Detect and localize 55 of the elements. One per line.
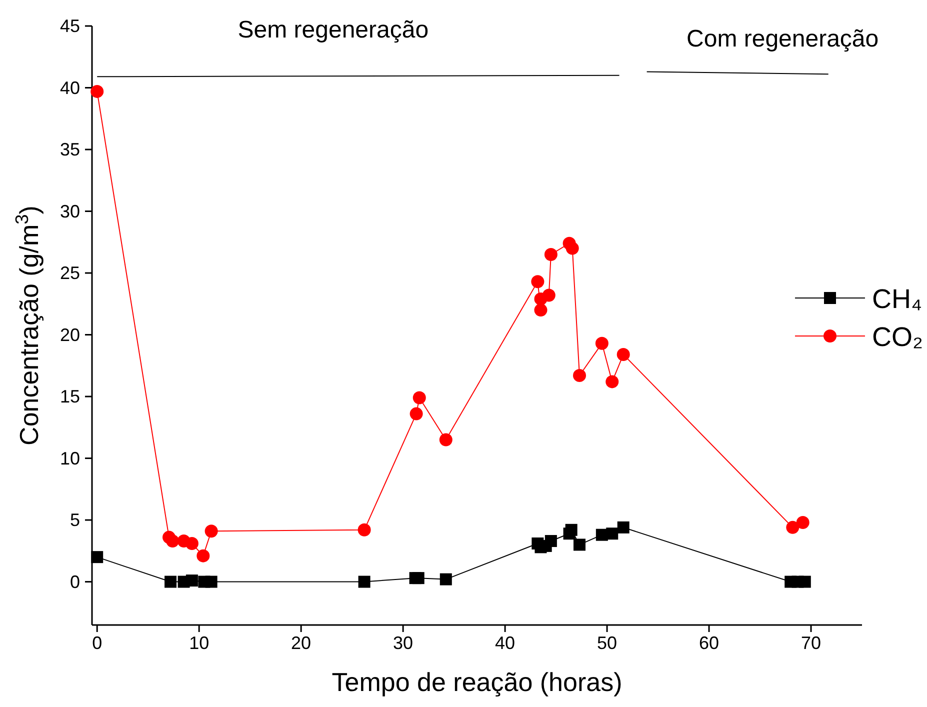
y-tick-label: 30 (60, 201, 80, 222)
x-tick-label: 50 (597, 633, 618, 653)
x-tick-label: 40 (495, 633, 516, 653)
y-tick-label: 15 (60, 386, 80, 407)
point (531, 275, 544, 288)
point (566, 242, 579, 255)
y-tick-label: 0 (70, 572, 80, 592)
point (542, 288, 556, 302)
point (617, 521, 630, 534)
point (205, 576, 218, 588)
point (616, 348, 630, 362)
y-tick-label: 45 (60, 16, 80, 36)
x-tick-label: 60 (699, 633, 720, 653)
point (440, 573, 452, 586)
point (534, 304, 548, 317)
point (798, 576, 811, 588)
point (412, 391, 426, 404)
point (595, 336, 608, 350)
point (573, 538, 586, 551)
y-tick-label: 5 (70, 510, 80, 530)
point (796, 516, 810, 529)
point (410, 407, 423, 420)
point (91, 551, 104, 564)
point (439, 433, 452, 446)
y-tick-label: 40 (60, 78, 80, 98)
x-tick-label: 20 (291, 633, 312, 653)
point (166, 534, 180, 548)
x-axis-title: Tempo de reação (horas) (332, 667, 622, 697)
point (572, 369, 586, 382)
point (358, 576, 370, 588)
point (544, 248, 558, 261)
x-tick-label: 70 (800, 633, 822, 653)
y-tick-label: 10 (60, 448, 80, 468)
point (196, 549, 210, 562)
y-tick-label: 20 (60, 324, 80, 345)
y-tick-label: 35 (60, 140, 80, 160)
point (185, 536, 198, 550)
legend-label: CH₄ (872, 284, 922, 314)
point (565, 524, 578, 536)
x-tick-label: 30 (393, 633, 414, 653)
x-tick-label: 0 (92, 633, 102, 653)
x-tick-label: 10 (189, 633, 210, 653)
point (204, 524, 218, 538)
point (186, 574, 198, 587)
annotation: Sem regeneração (238, 16, 429, 44)
y-tick-label: 25 (60, 263, 80, 284)
point (606, 375, 619, 388)
point (786, 520, 800, 534)
annotation: Com regeneração (686, 26, 879, 53)
point (164, 576, 177, 588)
legend-label: CO₂ (872, 322, 923, 352)
point (358, 523, 371, 536)
point (90, 84, 104, 98)
point (412, 572, 424, 584)
point (606, 528, 618, 540)
